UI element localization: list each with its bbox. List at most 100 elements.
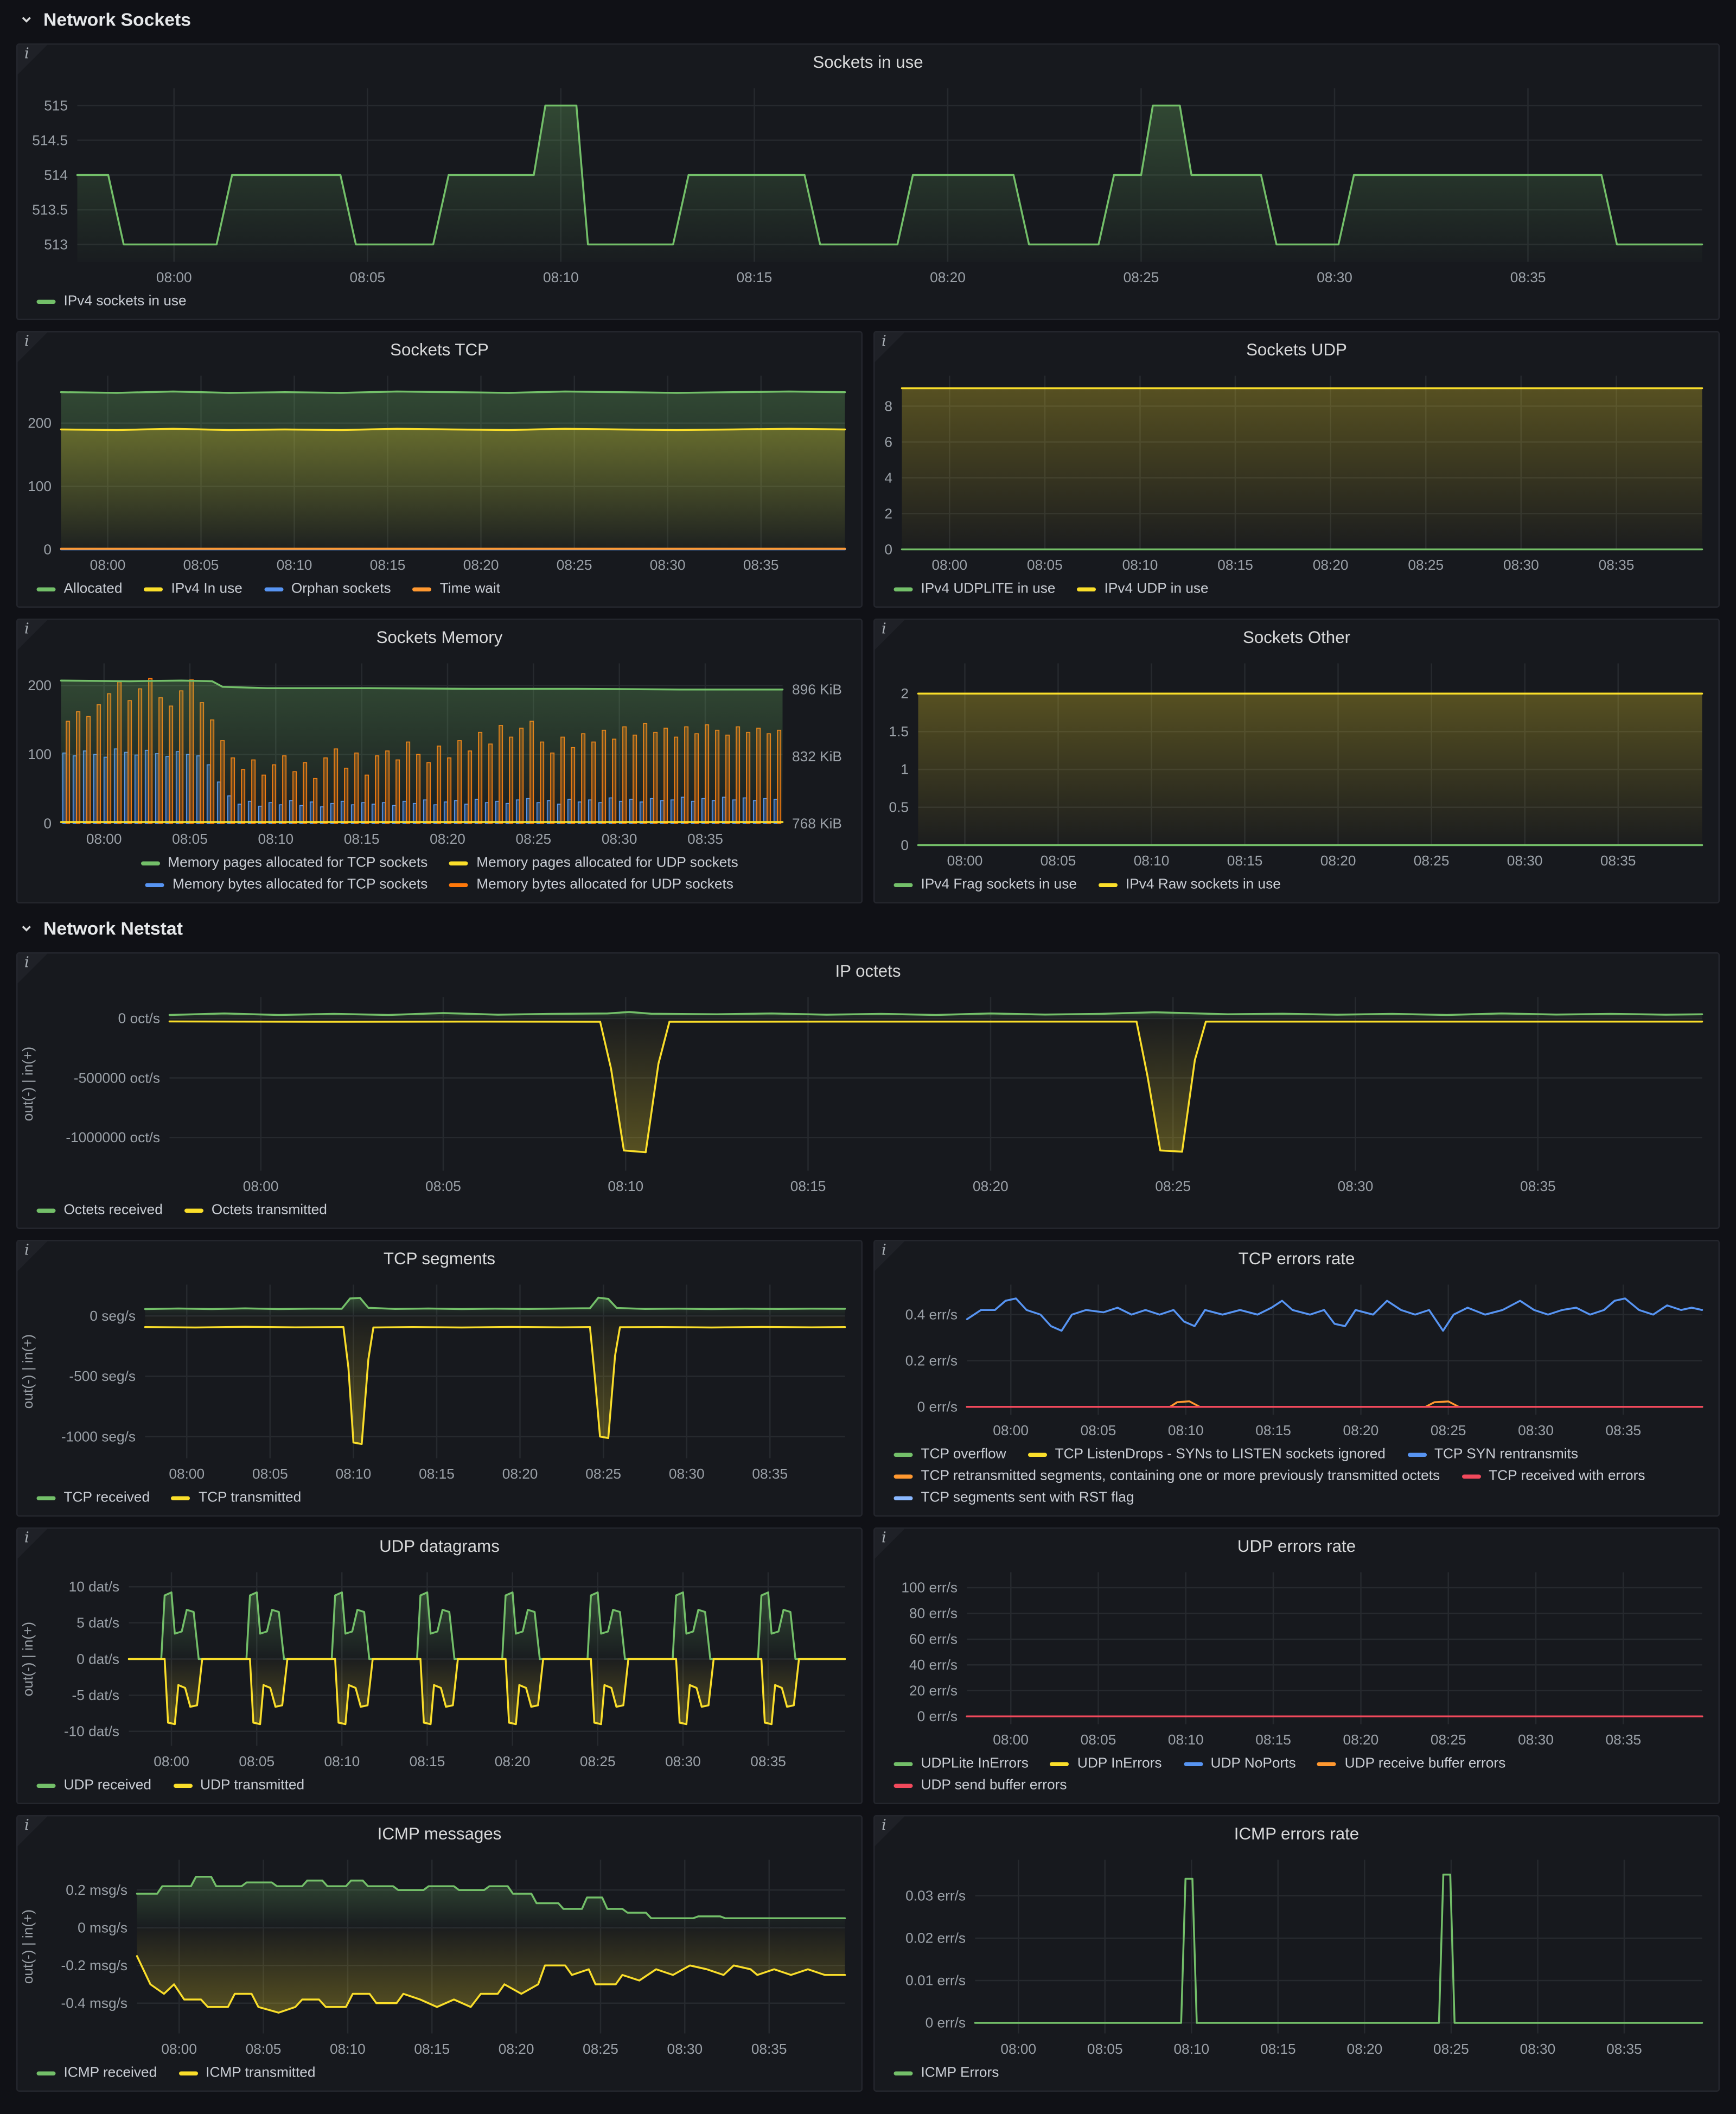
- svg-text:08:10: 08:10: [543, 269, 579, 285]
- legend-item[interactable]: UDP InErrors: [1050, 1754, 1162, 1773]
- legend-item[interactable]: IPv4 In use: [144, 580, 242, 598]
- legend-item[interactable]: TCP ListenDrops - SYNs to LISTEN sockets…: [1027, 1445, 1386, 1464]
- panel-info-icon[interactable]: [17, 332, 48, 362]
- legend-item[interactable]: ICMP Errors: [893, 2064, 999, 2083]
- panel-info-icon[interactable]: [875, 1241, 905, 1271]
- section-header-network-sockets[interactable]: Network Sockets: [16, 5, 1720, 33]
- svg-text:513: 513: [44, 236, 68, 252]
- legend-item[interactable]: TCP transmitted: [171, 1488, 301, 1507]
- legend-item[interactable]: UDP NoPorts: [1183, 1754, 1296, 1773]
- panel-sockets-other: Sockets Other 0 0.5 1 1.5 2 08:00 08:05 08:10 08…: [873, 619, 1720, 903]
- panel-title[interactable]: TCP segments: [383, 1249, 496, 1269]
- panel-info-icon[interactable]: [875, 1529, 905, 1559]
- panel-title[interactable]: UDP datagrams: [379, 1537, 500, 1556]
- panel-title[interactable]: Sockets Other: [1242, 628, 1350, 647]
- chart-udp-errors-rate[interactable]: 0 err/s 20 err/s 40 err/s 60 err/s 80 err/s 1…: [875, 1559, 1719, 1752]
- legend-item[interactable]: TCP SYN rentransmits: [1407, 1445, 1578, 1464]
- legend-item[interactable]: Octets received: [36, 1201, 163, 1220]
- chevron-down-icon: [22, 925, 31, 931]
- legend-item[interactable]: Memory pages allocated for TCP sockets: [141, 854, 427, 873]
- panel-title[interactable]: ICMP errors rate: [1234, 1824, 1360, 1844]
- legend-swatch: [893, 1495, 913, 1500]
- legend-item[interactable]: Memory bytes allocated for TCP sockets: [145, 875, 427, 894]
- section-header-network-netstat[interactable]: Network Netstat: [16, 914, 1720, 941]
- legend-item[interactable]: UDP transmitted: [173, 1776, 304, 1795]
- svg-text:0.5: 0.5: [889, 799, 909, 815]
- legend-item[interactable]: IPv4 Frag sockets in use: [893, 875, 1077, 894]
- panel-info-icon[interactable]: [875, 1816, 905, 1846]
- legend-swatch: [178, 2071, 198, 2075]
- panel-title[interactable]: Sockets TCP: [390, 340, 489, 360]
- chart-sockets-udp[interactable]: 0 2 4 6 8 08:00 08:05 08:10 08:15 08:20 08:25 08:30…: [875, 362, 1719, 577]
- legend-item[interactable]: IPv4 sockets in use: [36, 292, 187, 311]
- svg-text:08:25: 08:25: [1431, 1422, 1466, 1438]
- chart-sockets-memory[interactable]: 0 100 200 768 KiB 832 KiB 896 KiB 08:00 08:05 08…: [18, 650, 861, 851]
- legend-swatch: [171, 1495, 191, 1500]
- section-title: Network Netstat: [43, 918, 183, 938]
- chart-udp-datagrams[interactable]: 10 dat/s 5 dat/s 0 dat/s -5 dat/s -10 dat/s 0…: [18, 1559, 861, 1773]
- legend-label: IPv4 Frag sockets in use: [921, 876, 1077, 893]
- panel-title[interactable]: Sockets Memory: [376, 628, 503, 647]
- legend-item[interactable]: ICMP received: [36, 2064, 157, 2083]
- panel-info-icon[interactable]: [17, 1816, 48, 1846]
- chart-sockets-other[interactable]: 0 0.5 1 1.5 2 08:00 08:05 08:10 08:15 08:20 08:25 0…: [875, 650, 1719, 873]
- legend-item[interactable]: Orphan sockets: [264, 580, 391, 598]
- svg-text:6: 6: [884, 434, 892, 450]
- svg-text:08:35: 08:35: [1605, 1422, 1641, 1438]
- panel-info-icon[interactable]: [875, 620, 905, 650]
- panel-title[interactable]: ICMP messages: [377, 1824, 502, 1844]
- legend-item[interactable]: TCP overflow: [893, 1445, 1006, 1464]
- legend-item[interactable]: IPv4 UDPLITE in use: [893, 580, 1056, 598]
- legend-swatch: [893, 2071, 913, 2075]
- chart-icmp-messages[interactable]: 0.2 msg/s 0 msg/s -0.2 msg/s -0.4 msg/s 08:0…: [18, 1846, 861, 2061]
- panel-info-icon[interactable]: [17, 1529, 48, 1559]
- legend-item[interactable]: Memory bytes allocated for UDP sockets: [449, 875, 733, 894]
- svg-text:0: 0: [884, 541, 892, 557]
- svg-text:08:20: 08:20: [430, 831, 465, 847]
- legend-item[interactable]: TCP received: [36, 1488, 150, 1507]
- svg-text:08:30: 08:30: [1317, 269, 1352, 285]
- chart-sockets-tcp[interactable]: 0 100 200 08:00 08:05 08:10 08:15 08:20 08:25 08:…: [18, 362, 861, 577]
- legend-item[interactable]: IPv4 Raw sockets in use: [1098, 875, 1281, 894]
- svg-text:08:35: 08:35: [1605, 1731, 1641, 1748]
- chart-ip-octets[interactable]: 0 oct/s -500000 oct/s -1000000 oct/s 08:00 0…: [18, 984, 1719, 1198]
- panel-title[interactable]: Sockets in use: [813, 53, 923, 72]
- panel-title[interactable]: TCP errors rate: [1238, 1249, 1355, 1269]
- chart-tcp-segments[interactable]: 0 seg/s -500 seg/s -1000 seg/s 08:00 08:05 08…: [18, 1271, 861, 1486]
- panel-title[interactable]: UDP errors rate: [1237, 1537, 1356, 1556]
- legend-item[interactable]: UDP receive buffer errors: [1317, 1754, 1505, 1773]
- legend-label: IPv4 UDP in use: [1104, 581, 1209, 597]
- svg-text:20 err/s: 20 err/s: [909, 1683, 958, 1699]
- svg-text:08:25: 08:25: [1431, 1731, 1466, 1748]
- legend-item[interactable]: ICMP transmitted: [178, 2064, 315, 2083]
- legend-item[interactable]: Octets transmitted: [184, 1201, 327, 1220]
- chart-sockets-in-use[interactable]: 513 513.5 514 514.5 515 08:00 08:05 08:10 08:15 0…: [18, 75, 1719, 289]
- svg-text:513.5: 513.5: [32, 201, 68, 218]
- svg-text:08:05: 08:05: [1027, 557, 1063, 573]
- legend-item[interactable]: TCP retransmitted segments, containing o…: [893, 1467, 1440, 1486]
- panel-title[interactable]: IP octets: [835, 962, 901, 981]
- panel-info-icon[interactable]: [875, 332, 905, 362]
- legend-item[interactable]: Allocated: [36, 580, 123, 598]
- panel-title[interactable]: Sockets UDP: [1246, 340, 1347, 360]
- panel-info-icon[interactable]: [17, 953, 48, 984]
- chart-legend: TCP overflow TCP ListenDrops - SYNs to LI…: [875, 1442, 1719, 1516]
- legend-label: Memory pages allocated for UDP sockets: [476, 855, 738, 871]
- svg-text:08:10: 08:10: [1168, 1731, 1204, 1748]
- legend-item[interactable]: TCP segments sent with RST flag: [893, 1488, 1134, 1507]
- panel-row: TCP segments 0 seg/s -500 seg/s -1000 seg/…: [16, 1240, 1720, 1517]
- legend-item[interactable]: TCP received with errors: [1461, 1467, 1645, 1486]
- legend-item[interactable]: UDP send buffer errors: [893, 1776, 1067, 1795]
- svg-text:0 err/s: 0 err/s: [917, 1398, 958, 1415]
- chart-icmp-errors-rate[interactable]: 0 err/s 0.01 err/s 0.02 err/s 0.03 err/s 08:…: [875, 1846, 1719, 2061]
- legend-item[interactable]: IPv4 UDP in use: [1077, 580, 1209, 598]
- legend-item[interactable]: Memory pages allocated for UDP sockets: [449, 854, 738, 873]
- svg-text:08:10: 08:10: [1134, 852, 1170, 869]
- panel-info-icon[interactable]: [17, 620, 48, 650]
- panel-info-icon[interactable]: [17, 44, 48, 75]
- legend-item[interactable]: UDP received: [36, 1776, 151, 1795]
- legend-item[interactable]: UDPLite InErrors: [893, 1754, 1029, 1773]
- panel-info-icon[interactable]: [17, 1241, 48, 1271]
- legend-item[interactable]: Time wait: [412, 580, 500, 598]
- chart-tcp-errors-rate[interactable]: 0 err/s 0.2 err/s 0.4 err/s 08:00 08:05 08:10…: [875, 1271, 1719, 1442]
